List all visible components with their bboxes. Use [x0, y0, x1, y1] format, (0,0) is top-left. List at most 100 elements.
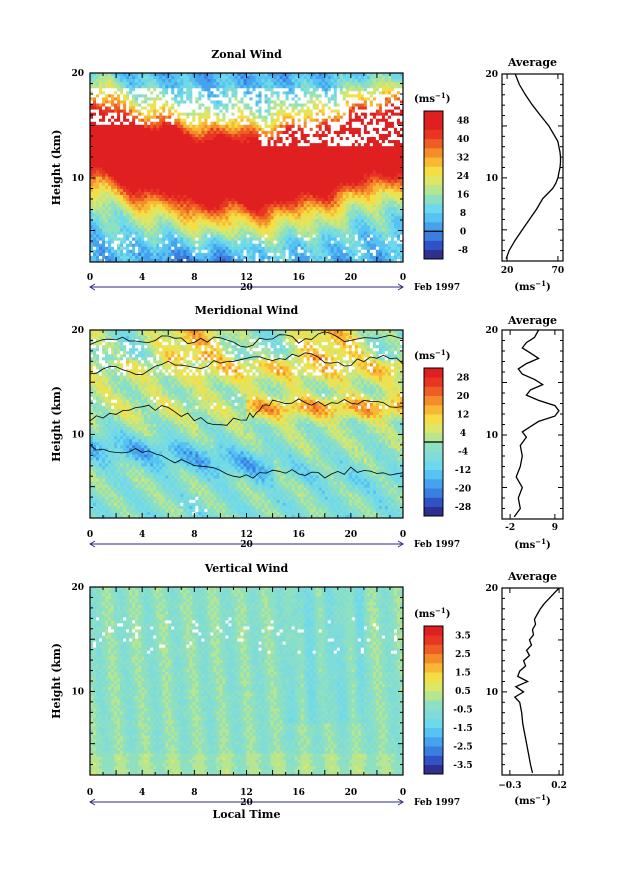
heatmap-cell	[96, 219, 100, 223]
heatmap-cell	[141, 249, 145, 254]
heatmap-cell	[153, 133, 157, 138]
heatmap-cell	[201, 167, 205, 171]
heatmap-cell	[288, 97, 293, 101]
heatmap-cell	[309, 133, 314, 138]
heatmap-cell	[186, 246, 190, 251]
heatmap-cell	[99, 161, 103, 165]
heatmap-cell	[213, 249, 217, 254]
heatmap-cell	[252, 94, 256, 98]
heatmap-cell	[120, 73, 124, 77]
heatmap-cell	[243, 127, 247, 132]
heatmap-cell	[150, 140, 154, 144]
heatmap-cell	[306, 127, 311, 132]
heatmap-cell	[219, 204, 223, 208]
heatmap-cell	[282, 127, 287, 132]
heatmap-cell	[318, 100, 323, 104]
heatmap-cell	[180, 243, 184, 248]
heatmap-cell	[90, 143, 94, 147]
heatmap-cell	[318, 130, 323, 135]
heatmap-cell	[93, 124, 97, 129]
heatmap-cell	[126, 210, 130, 214]
heatmap-cell	[228, 194, 232, 199]
heatmap-cell	[216, 127, 220, 132]
heatmap-cell	[90, 106, 94, 110]
heatmap-cell	[135, 103, 139, 107]
heatmap-cell	[318, 143, 323, 147]
heatmap-cell	[222, 106, 226, 110]
heatmap-cell	[165, 73, 169, 77]
heatmap-cell	[126, 140, 130, 144]
heatmap-cell	[183, 213, 187, 217]
heatmap-cell	[210, 252, 214, 257]
heatmap-cell	[210, 207, 214, 211]
heatmap-cell	[273, 219, 277, 223]
heatmap-cell	[213, 82, 217, 86]
heatmap-cell	[216, 103, 220, 107]
heatmap-cell	[201, 204, 205, 208]
heatmap-cell	[177, 152, 181, 156]
heatmap-cell	[147, 216, 151, 220]
heatmap-cell	[321, 228, 326, 232]
heatmap-cell	[96, 155, 100, 159]
heatmap-cell	[93, 216, 97, 220]
heatmap-cell	[327, 155, 332, 159]
heatmap-cell	[159, 137, 163, 141]
heatmap-cell	[198, 82, 202, 86]
heatmap-cell	[183, 124, 187, 129]
heatmap-cell	[222, 210, 226, 214]
heatmap-cell	[294, 167, 299, 171]
heatmap-cell	[288, 225, 293, 229]
heatmap-cell	[189, 237, 193, 242]
heatmap-cell	[204, 201, 208, 205]
heatmap-cell	[318, 234, 323, 239]
heatmap-cell	[171, 167, 175, 171]
heatmap-cell	[126, 76, 130, 80]
heatmap-cell	[138, 225, 142, 229]
heatmap-cell	[93, 100, 97, 104]
heatmap-cell	[249, 204, 253, 208]
heatmap-cell	[99, 197, 103, 202]
heatmap-cell	[243, 252, 247, 257]
heatmap-cell	[174, 109, 178, 114]
heatmap-cell	[171, 121, 175, 126]
heatmap-cell	[291, 191, 296, 196]
heatmap-cell	[159, 210, 163, 214]
heatmap-cell	[123, 164, 127, 168]
heatmap-cell	[123, 231, 127, 235]
heatmap-cell	[114, 115, 118, 120]
heatmap-cell	[264, 158, 268, 162]
heatmap-cell	[204, 88, 208, 92]
heatmap-cell	[303, 204, 308, 208]
heatmap-cell	[234, 216, 238, 220]
heatmap-cell	[249, 197, 253, 202]
heatmap-cell	[135, 112, 139, 117]
heatmap-cell	[204, 143, 208, 147]
heatmap-cell	[186, 252, 190, 257]
heatmap-cell	[204, 182, 208, 187]
heatmap-cell	[168, 188, 172, 193]
heatmap-cell	[309, 252, 314, 257]
heatmap-cell	[186, 243, 190, 248]
heatmap-cell	[306, 130, 311, 135]
heatmap-cell	[108, 231, 112, 235]
heatmap-cell	[117, 201, 121, 205]
heatmap-cell	[279, 237, 284, 242]
heatmap-cell	[255, 225, 259, 229]
heatmap-cell	[315, 79, 320, 83]
heatmap-cell	[291, 164, 296, 168]
heatmap-cell	[207, 210, 211, 214]
heatmap-cell	[207, 106, 211, 110]
heatmap-cell	[132, 204, 136, 208]
heatmap-cell	[258, 158, 262, 162]
heatmap-cell	[225, 133, 229, 138]
heatmap-cell	[162, 197, 166, 202]
heatmap-cell	[219, 246, 223, 251]
heatmap-cell	[168, 149, 172, 153]
heatmap-cell	[156, 170, 160, 174]
heatmap-cell	[174, 243, 178, 248]
heatmap-cell	[204, 213, 208, 217]
heatmap-cell	[255, 176, 259, 181]
heatmap-cell	[246, 82, 250, 86]
heatmap-cell	[171, 146, 175, 150]
heatmap-cell	[324, 243, 329, 248]
